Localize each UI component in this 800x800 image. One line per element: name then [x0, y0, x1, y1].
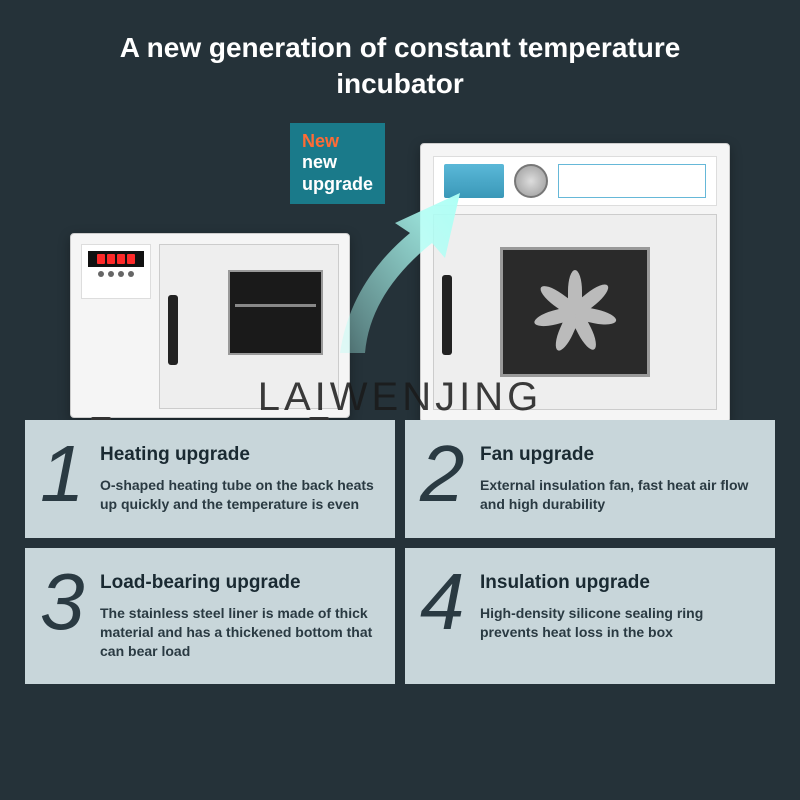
new-window: [500, 247, 650, 377]
callout-line3: upgrade: [302, 174, 373, 196]
callout-line1: New: [302, 131, 373, 153]
feature-card-1: 1 Heating upgrade O-shaped heating tube …: [25, 420, 395, 538]
old-door-handle: [168, 295, 178, 365]
feature-card-4: 4 Insulation upgrade High-density silico…: [405, 548, 775, 685]
new-panel-dial: [514, 164, 548, 198]
upgrade-callout: New new upgrade: [290, 123, 385, 204]
feature-desc: High-density silicone sealing ring preve…: [480, 604, 755, 642]
upgrade-arrow-icon: [320, 183, 480, 368]
feature-title: Heating upgrade: [100, 444, 375, 466]
page-title: A new generation of constant temperature…: [0, 0, 800, 113]
callout-line2: new: [302, 152, 373, 174]
new-panel-screen: [558, 164, 706, 198]
feature-desc: The stainless steel liner is made of thi…: [100, 604, 375, 661]
features-grid: 1 Heating upgrade O-shaped heating tube …: [0, 420, 800, 684]
fan-icon: [530, 267, 620, 357]
feature-card-3: 3 Load-bearing upgrade The stainless ste…: [25, 548, 395, 685]
feature-card-2: 2 Fan upgrade External insulation fan, f…: [405, 420, 775, 538]
feature-desc: O-shaped heating tube on the back heats …: [100, 476, 375, 514]
feature-number: 3: [40, 568, 90, 661]
feature-number: 2: [420, 440, 470, 514]
brand-watermark: LAIWENJING: [258, 375, 542, 420]
feature-title: Insulation upgrade: [480, 572, 755, 594]
feature-number: 4: [420, 568, 470, 661]
feature-desc: External insulation fan, fast heat air f…: [480, 476, 755, 514]
old-control-panel: [81, 244, 151, 299]
feature-number: 1: [40, 440, 90, 514]
old-window: [228, 270, 323, 355]
feature-title: Load-bearing upgrade: [100, 572, 375, 594]
feature-title: Fan upgrade: [480, 444, 755, 466]
